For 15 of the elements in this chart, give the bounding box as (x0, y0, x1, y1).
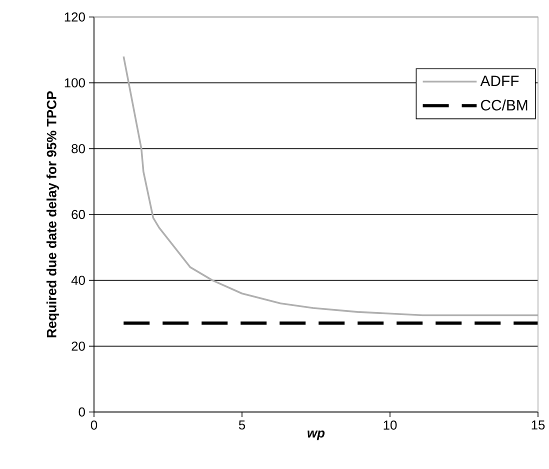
y-tick-label: 20 (72, 342, 85, 351)
y-tick-label: 60 (72, 210, 85, 220)
x-tick-label: 15 (532, 420, 545, 430)
y-tick-label: 120 (64, 12, 85, 22)
y-axis-title: Required due date delay for 95% TPCP (46, 91, 60, 338)
legend-label: ADFF (480, 76, 519, 86)
x-tick-label: 0 (90, 420, 98, 430)
legend-label: CC/BM (481, 100, 528, 110)
y-tick-label: 80 (72, 144, 85, 154)
y-tick-label: 100 (64, 78, 85, 88)
y-tick-label: 40 (71, 276, 85, 285)
y-tick-label: 0 (78, 407, 85, 417)
x-tick-label: 10 (384, 420, 397, 430)
x-tick-label: 5 (238, 420, 246, 430)
x-axis-title: wp (308, 430, 325, 440)
